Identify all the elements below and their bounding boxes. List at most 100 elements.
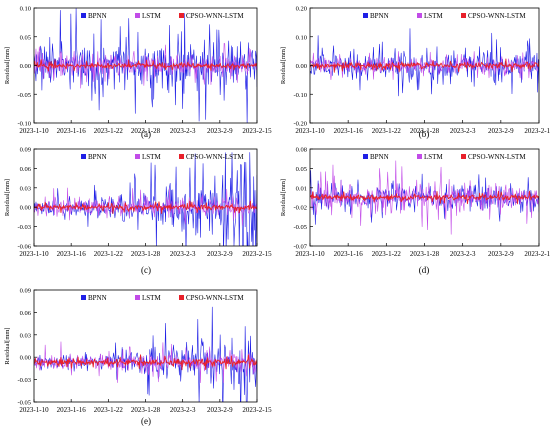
x-tick-label: 2023-2-15 [242,406,272,414]
panel-label: (c) [141,265,151,275]
x-tick-label: 2023-2-15 [524,127,550,135]
panel-label: (e) [141,416,151,426]
series-line-cpso-wnn-lstm [34,354,257,371]
legend-swatch [135,154,140,159]
legend-entry-bpnn: BPNN [363,12,389,20]
legend-entry-bpnn: BPNN [81,153,107,161]
legend-entry-bpnn: BPNN [81,294,107,302]
y-tick-label: 0.01 [296,185,307,192]
y-tick-label: -0.10 [17,121,31,128]
y-tick-label: -0.07 [293,244,307,251]
y-tick-label: 0.00 [20,205,31,212]
x-tick-label: 2023-2-3 [450,250,476,258]
y-tick-label: 0.09 [20,288,31,295]
x-tick-label: 2023-1-16 [57,127,87,135]
legend-label: BPNN [88,294,107,302]
legend-label: LSTM [142,12,161,20]
x-tick-label: 2023-2-9 [488,127,514,135]
y-tick-label: 0.10 [296,34,307,41]
x-tick-label: 2023-1-22 [94,406,124,414]
x-tick-label: 2023-1-22 [372,127,402,135]
series-line-cpso-wnn-lstm [34,59,257,72]
legend-swatch [179,13,184,18]
y-tick-label: 0.06 [20,310,32,317]
legend-swatch [417,154,422,159]
legend-entry-lstm: LSTM [417,153,443,161]
y-tick-label: -0.20 [293,121,307,128]
x-tick-label: 2023-2-3 [170,406,196,414]
panel-label: (a) [141,129,151,139]
legend-swatch [461,13,466,18]
y-axis-label: Residual[mm] [280,47,287,84]
legend-entry-lstm: LSTM [135,294,161,302]
x-tick-label: 2023-2-9 [207,127,233,135]
x-tick-label: 2023-2-9 [207,406,233,414]
y-tick-label: 0.00 [20,355,31,362]
y-tick-label: -0.03 [17,224,31,231]
legend-label: BPNN [88,153,107,161]
x-tick-label: 2023-1-28 [131,127,161,135]
legend-swatch [81,13,86,18]
legend-label: LSTM [142,153,161,161]
x-tick-label: 2023-1-28 [131,250,161,258]
y-tick-label: -0.10 [293,92,307,99]
y-tick-label: 0.05 [296,166,307,173]
x-tick-label: 2023-1-10 [19,250,49,258]
x-tick-label: 2023-1-22 [372,250,402,258]
x-tick-label: 2023-1-28 [131,406,161,414]
y-tick-label: 0.06 [20,166,32,173]
legend-entry-bpnn: BPNN [363,153,389,161]
x-tick-label: 2023-1-28 [410,127,440,135]
legend-label: CPSO-WNN-LSTM [468,12,526,20]
y-tick-label: 0.10 [20,6,31,13]
legend-label: BPNN [370,12,389,20]
x-tick-label: 2023-1-16 [57,250,87,258]
x-tick-label: 2023-2-3 [170,127,196,135]
series-line-bpnn [310,28,539,97]
y-tick-label: -0.02 [293,205,307,212]
y-axis-label: Residual[mm] [280,179,287,216]
legend-swatch [179,295,184,300]
legend-entry-cpso-wnn-lstm: CPSO-WNN-LSTM [179,153,244,161]
y-tick-label: 0.09 [20,147,31,154]
x-tick-label: 2023-1-16 [334,127,364,135]
series-line-cpso-wnn-lstm [34,200,257,214]
legend-swatch [179,154,184,159]
x-tick-label: 2023-1-16 [334,250,364,258]
x-tick-label: 2023-1-10 [19,406,49,414]
legend-swatch [417,13,422,18]
legend-label: CPSO-WNN-LSTM [186,153,244,161]
legend-entry-bpnn: BPNN [81,12,107,20]
y-tick-label: -0.05 [293,224,307,231]
legend-swatch [81,295,86,300]
x-tick-label: 2023-2-3 [170,250,196,258]
legend-label: CPSO-WNN-LSTM [186,294,244,302]
legend-entry-cpso-wnn-lstm: CPSO-WNN-LSTM [179,294,244,302]
legend-swatch [363,154,368,159]
legend-label: CPSO-WNN-LSTM [468,153,526,161]
y-axis-label: Residual[mm] [4,179,11,216]
legend-label: BPNN [88,12,107,20]
series-line-lstm [310,51,539,81]
legend-swatch [135,295,140,300]
y-tick-label: -0.05 [17,400,31,407]
y-tick-label: 0.03 [20,332,31,339]
series-line-cpso-wnn-lstm [310,190,539,205]
series-line-cpso-wnn-lstm [310,58,539,73]
y-tick-label: -0.06 [17,244,31,251]
legend-label: LSTM [142,294,161,302]
y-tick-label: 0.08 [296,147,307,154]
legend-label: LSTM [424,12,443,20]
x-tick-label: 2023-1-10 [295,127,325,135]
x-tick-label: 2023-2-15 [524,250,550,258]
series-line-lstm [34,341,257,383]
x-tick-label: 2023-1-22 [94,250,124,258]
x-tick-label: 2023-2-9 [207,250,233,258]
legend-entry-cpso-wnn-lstm: CPSO-WNN-LSTM [461,153,526,161]
legend-label: LSTM [424,153,443,161]
y-tick-label: 0.00 [296,63,307,70]
